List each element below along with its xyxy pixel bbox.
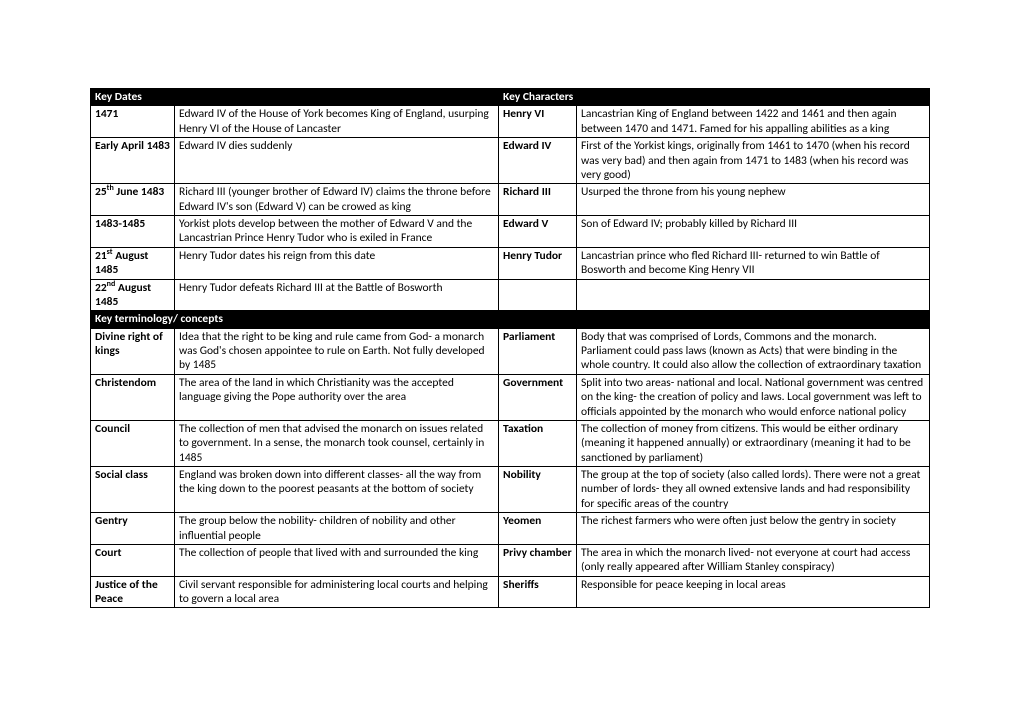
date-key: 1483-1485 xyxy=(91,216,175,248)
term-right-key: Government xyxy=(499,374,577,420)
key-terminology-header: Key terminology/ concepts xyxy=(91,311,930,328)
term-left-value: Idea that the right to be king and rule … xyxy=(175,328,499,374)
key-characters-header: Key Characters xyxy=(499,89,930,106)
character-value: Lancastrian prince who fled Richard III-… xyxy=(577,247,930,279)
term-right-key: Privy chamber xyxy=(499,544,577,576)
character-value: First of the Yorkist kings, originally f… xyxy=(577,138,930,184)
term-left-key: Court xyxy=(91,544,175,576)
term-left-key: Social class xyxy=(91,467,175,513)
date-value: Yorkist plots develop between the mother… xyxy=(175,216,499,248)
term-left-value: The collection of people that lived with… xyxy=(175,544,499,576)
term-right-key: Sheriffs xyxy=(499,576,577,608)
date-key: 21st August 1485 xyxy=(91,247,175,279)
date-value: Edward IV of the House of York becomes K… xyxy=(175,106,499,138)
character-key xyxy=(499,279,577,311)
term-right-value: Responsible for peace keeping in local a… xyxy=(577,576,930,608)
term-right-value: The area in which the monarch lived- not… xyxy=(577,544,930,576)
term-left-key: Justice of the Peace xyxy=(91,576,175,608)
term-left-value: Civil servant responsible for administer… xyxy=(175,576,499,608)
term-left-key: Council xyxy=(91,420,175,466)
term-left-value: The group below the nobility- children o… xyxy=(175,513,499,545)
character-value xyxy=(577,279,930,311)
term-right-key: Taxation xyxy=(499,420,577,466)
character-key: Edward V xyxy=(499,216,577,248)
key-dates-header: Key Dates xyxy=(91,89,499,106)
date-key: 1471 xyxy=(91,106,175,138)
character-key: Edward IV xyxy=(499,138,577,184)
date-value: Henry Tudor dates his reign from this da… xyxy=(175,247,499,279)
term-right-value: Body that was comprised of Lords, Common… xyxy=(577,328,930,374)
date-key: 22nd August 1485 xyxy=(91,279,175,311)
knowledge-organiser-table: Key DatesKey Characters 1471Edward IV of … xyxy=(90,88,930,608)
character-value: Son of Edward IV; probably killed by Ric… xyxy=(577,216,930,248)
date-key: 25th June 1483 xyxy=(91,184,175,216)
character-value: Usurped the throne from his young nephew xyxy=(577,184,930,216)
term-right-value: Split into two areas- national and local… xyxy=(577,374,930,420)
term-right-key: Yeomen xyxy=(499,513,577,545)
character-key: Henry VI xyxy=(499,106,577,138)
term-left-value: England was broken down into different c… xyxy=(175,467,499,513)
date-value: Richard III (younger brother of Edward I… xyxy=(175,184,499,216)
term-left-key: Christendom xyxy=(91,374,175,420)
date-key: Early April 1483 xyxy=(91,138,175,184)
character-key: Henry Tudor xyxy=(499,247,577,279)
term-left-key: Gentry xyxy=(91,513,175,545)
term-right-key: Nobility xyxy=(499,467,577,513)
character-key: Richard III xyxy=(499,184,577,216)
term-left-value: The collection of men that advised the m… xyxy=(175,420,499,466)
term-left-key: Divine right of kings xyxy=(91,328,175,374)
term-right-value: The group at the top of society (also ca… xyxy=(577,467,930,513)
term-right-key: Parliament xyxy=(499,328,577,374)
date-value: Edward IV dies suddenly xyxy=(175,138,499,184)
term-left-value: The area of the land in which Christiani… xyxy=(175,374,499,420)
term-right-value: The collection of money from citizens. T… xyxy=(577,420,930,466)
character-value: Lancastrian King of England between 1422… xyxy=(577,106,930,138)
term-right-value: The richest farmers who were often just … xyxy=(577,513,930,545)
date-value: Henry Tudor defeats Richard III at the B… xyxy=(175,279,499,311)
